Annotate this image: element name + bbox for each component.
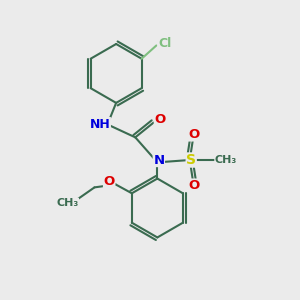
Text: O: O xyxy=(188,179,200,192)
Text: Cl: Cl xyxy=(158,37,171,50)
Text: O: O xyxy=(154,113,166,126)
Text: O: O xyxy=(103,175,115,188)
Text: CH₃: CH₃ xyxy=(215,155,237,165)
Text: S: S xyxy=(186,153,196,167)
Text: CH₃: CH₃ xyxy=(56,198,79,208)
Text: O: O xyxy=(188,128,200,141)
Text: NH: NH xyxy=(90,118,110,130)
Text: N: N xyxy=(153,154,164,166)
